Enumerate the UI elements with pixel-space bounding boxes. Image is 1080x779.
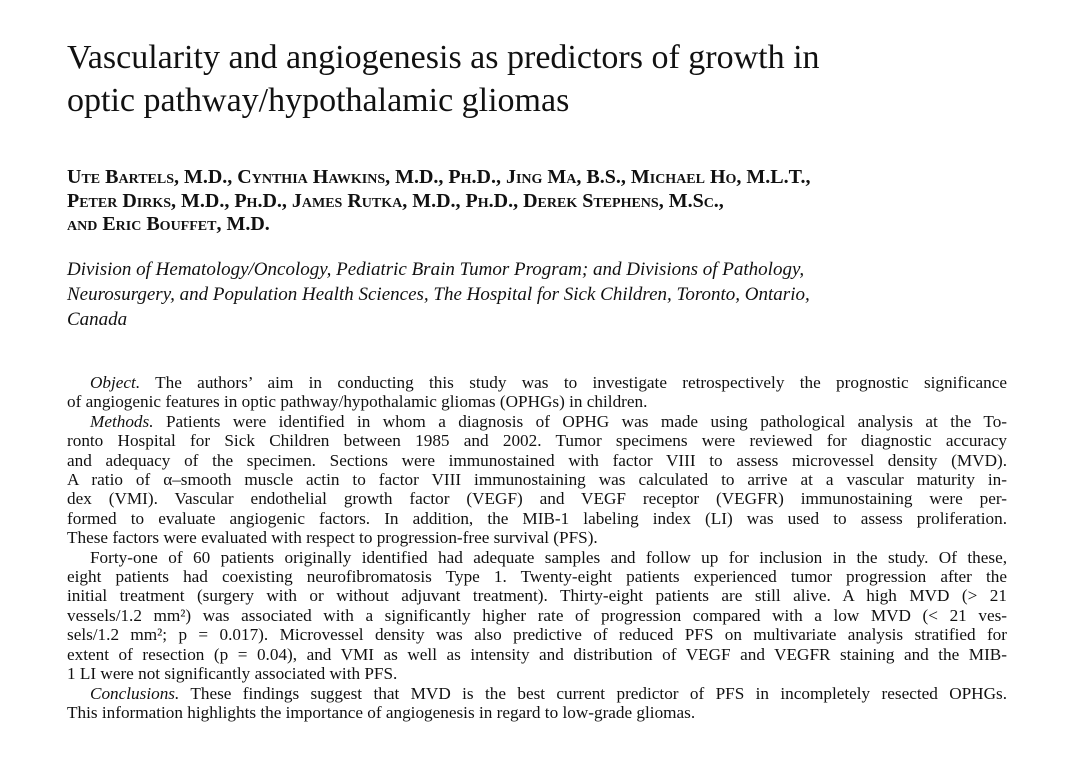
abstract-line: Methods. Patients were identified in who… <box>67 412 1007 431</box>
abstract-line: Forty-one of 60 patients originally iden… <box>67 548 1007 567</box>
abstract-text: and adequacy of the specimen. Sections w… <box>67 450 1007 470</box>
abstract-line: formed to evaluate angiogenic factors. I… <box>67 509 1007 528</box>
abstract-text: eight patients had coexisting neurofibro… <box>67 567 1007 587</box>
abstract-text: extent of resection (p = 0.04), and VMI … <box>67 644 1007 664</box>
affiliation-line: Canada <box>67 309 128 330</box>
authors: Ute Bartels, M.D., Cynthia Hawkins, M.D.… <box>67 166 1007 237</box>
abstract-line: These factors were evaluated with respec… <box>67 528 1007 547</box>
authors-line: Ute Bartels, M.D., Cynthia Hawkins, M.D.… <box>67 166 811 188</box>
abstract-line: Object. The authors’ aim in conducting t… <box>67 373 1007 392</box>
abstract-line: 1 LI were not significantly associated w… <box>67 664 1007 683</box>
abstract-text: These findings suggest that MVD is the b… <box>190 683 1007 703</box>
abstract-line: A ratio of α–smooth muscle actin to fact… <box>67 470 1007 489</box>
abstract: Object. The authors’ aim in conducting t… <box>67 373 1007 722</box>
title-line: optic pathway/hypothalamic gliomas <box>67 82 570 119</box>
abstract-text: dex (VMI). Vascular endothelial growth f… <box>67 489 1007 509</box>
abstract-text: vessels/1.2 mm²) was associated with a s… <box>67 605 1007 625</box>
title: Vascularity and angiogenesis as predicto… <box>67 36 1007 122</box>
abstract-line: and adequacy of the specimen. Sections w… <box>67 451 1007 470</box>
abstract-text: Patients were identified in whom a diagn… <box>165 411 1008 431</box>
abstract-line: This information highlights the importan… <box>67 703 1007 722</box>
abstract-text: Forty-one of 60 patients originally iden… <box>90 547 1007 567</box>
affiliation: Division of Hematology/Oncology, Pediatr… <box>67 257 1007 332</box>
authors-line: Peter Dirks, M.D., Ph.D., James Rutka, M… <box>67 189 724 212</box>
paragraph-label: Object. <box>90 373 141 392</box>
abstract-text: 1 LI were not significantly associated w… <box>67 664 398 684</box>
abstract-text: This information highlights the importan… <box>67 702 696 722</box>
affiliation-line: Division of Hematology/Oncology, Pediatr… <box>67 259 805 280</box>
title-line: Vascularity and angiogenesis as predicto… <box>67 39 820 76</box>
abstract-text: These factors were evaluated with respec… <box>67 528 598 548</box>
abstract-text: ronto Hospital for Sick Children between… <box>67 431 1007 451</box>
abstract-line: dex (VMI). Vascular endothelial growth f… <box>67 489 1007 508</box>
paragraph-label: Conclusions. <box>90 683 180 703</box>
abstract-line: of angiogenic features in optic pathway/… <box>67 392 1007 411</box>
abstract-text: initial treatment (surgery with or witho… <box>67 586 1007 606</box>
authors-line: and Eric Bouffet, M.D. <box>67 213 270 235</box>
abstract-line: initial treatment (surgery with or witho… <box>67 586 1007 605</box>
paragraph-label: Methods. <box>90 411 154 431</box>
abstract-text: A ratio of α–smooth muscle actin to fact… <box>67 470 1007 490</box>
abstract-line: vessels/1.2 mm²) was associated with a s… <box>67 606 1007 625</box>
abstract-line: extent of resection (p = 0.04), and VMI … <box>67 645 1007 664</box>
affiliation-line: Neurosurgery, and Population Health Scie… <box>67 284 810 305</box>
abstract-line: sels/1.2 mm²; p = 0.017). Microvessel de… <box>67 625 1007 644</box>
abstract-text: sels/1.2 mm²; p = 0.017). Microvessel de… <box>67 625 1007 645</box>
abstract-line: ronto Hospital for Sick Children between… <box>67 431 1007 450</box>
abstract-line: Conclusions. These findings suggest that… <box>67 684 1007 703</box>
abstract-line: eight patients had coexisting neurofibro… <box>67 567 1007 586</box>
abstract-text: of angiogenic features in optic pathway/… <box>67 392 648 412</box>
abstract-text: The authors’ aim in conducting this stud… <box>155 373 1007 392</box>
abstract-text: formed to evaluate angiogenic factors. I… <box>67 508 1007 528</box>
